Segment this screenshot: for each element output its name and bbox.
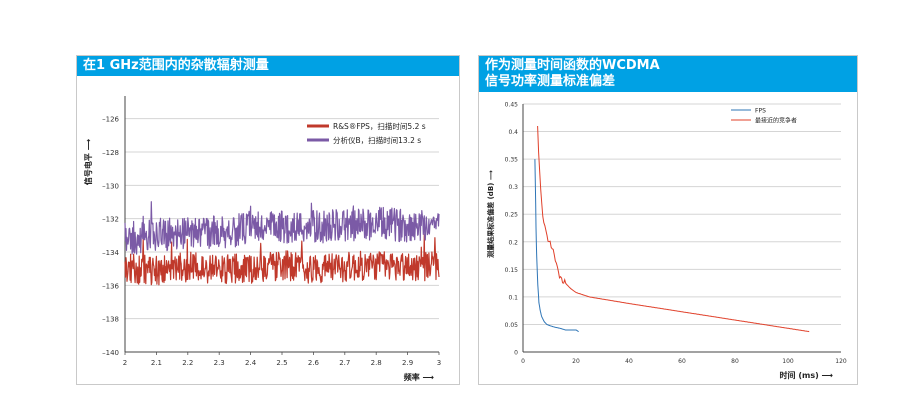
x-tick-label: 40 <box>625 358 633 365</box>
y-axis-label: 测量结果标准偏差 (dB) ⟶ <box>486 170 495 258</box>
x-tick-label: 2.8 <box>371 359 382 367</box>
y-tick-label: –140 <box>102 349 119 357</box>
y-tick-label: –126 <box>102 116 119 124</box>
y-tick-label: 0.4 <box>508 129 518 136</box>
y-tick-label: –134 <box>102 249 119 257</box>
x-tick-label: 120 <box>835 358 847 365</box>
y-tick-label: 0 <box>514 350 518 357</box>
series-line <box>534 159 579 333</box>
legend-label: FPS <box>755 108 766 115</box>
series-line <box>537 125 810 333</box>
y-tick-label: –130 <box>102 182 119 190</box>
chart-panel-wcdma: 作为测量时间函数的WCDMA 信号功率测量标准偏差 0 0.05 0.1 0.15 0.… <box>478 55 858 385</box>
x-tick-label: 2.6 <box>308 359 320 367</box>
x-tick-label: 2.7 <box>339 359 350 367</box>
x-tick-label: 2.2 <box>182 359 193 367</box>
y-tick-label: 0.45 <box>505 102 519 109</box>
y-tick-label: 0.35 <box>505 157 519 164</box>
x-tick-label: 2 <box>123 359 127 367</box>
chart-title: 在1 GHz范围内的杂散辐射测量 <box>83 58 269 73</box>
chart-title-bar: 作为测量时间函数的WCDMA 信号功率测量标准偏差 <box>479 56 857 92</box>
chart-title-bar: 在1 GHz范围内的杂散辐射测量 <box>77 56 459 76</box>
y-tick-label: 0.05 <box>505 322 519 329</box>
y-tick-label: 0.15 <box>505 267 519 274</box>
y-tick-label: –138 <box>102 316 119 324</box>
x-tick-label: 2.9 <box>402 359 413 367</box>
chart-panel-spurious: 在1 GHz范围内的杂散辐射测量 –126 –128 –130 –132 –134 –13… <box>76 55 460 385</box>
x-tick-label: 2.4 <box>245 359 257 367</box>
chart-title-line2: 信号功率测量标准偏差 <box>485 74 616 89</box>
series-line <box>124 234 440 286</box>
legend-label: 分析仪B，扫描时间13.2 s <box>333 135 421 145</box>
x-axis-label: 频率 ⟶ <box>404 372 435 382</box>
x-tick-label: 20 <box>572 358 580 365</box>
y-tick-label: 0.25 <box>505 212 519 219</box>
x-tick-label: 80 <box>731 358 739 365</box>
x-tick-label: 3 <box>437 359 441 367</box>
y-tick-label: –136 <box>102 282 119 290</box>
x-tick-label: 100 <box>782 358 794 365</box>
x-tick-label: 2.3 <box>214 359 225 367</box>
y-tick-label: –128 <box>102 149 119 157</box>
legend-label: 最接近的竞争者 <box>755 117 797 125</box>
series-line <box>124 201 440 255</box>
chart-title-line1: 作为测量时间函数的WCDMA <box>485 58 660 73</box>
x-tick-label: 2.5 <box>276 359 287 367</box>
x-tick-label: 2.1 <box>151 359 162 367</box>
x-tick-label: 60 <box>678 358 686 365</box>
y-tick-label: 0.3 <box>508 184 518 191</box>
y-tick-label: 0.2 <box>508 239 518 246</box>
x-tick-label: 0 <box>521 358 525 365</box>
spurious-chart: –126 –128 –130 –132 –134 –136 –138 –140 2 2.1 2.2 2… <box>83 96 441 382</box>
y-tick-label: 0.1 <box>508 294 518 301</box>
y-tick-label: –132 <box>102 216 119 224</box>
legend-label: R&S®FPS，扫描时间5.2 s <box>333 121 426 131</box>
wcdma-chart: 0 0.05 0.1 0.15 0.2 0.25 0.3 0.35 0.4 0.45 0 20 40 60… <box>486 102 847 381</box>
y-axis-label: 信号电平 ⟶ <box>83 138 93 185</box>
x-axis-label: 时间 (ms) ⟶ <box>780 370 834 380</box>
